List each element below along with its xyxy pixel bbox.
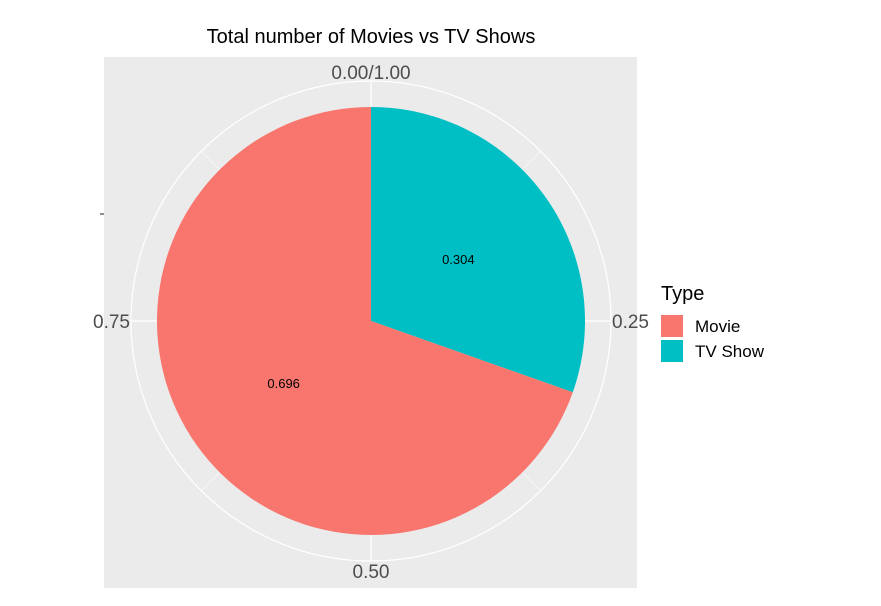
slice-label-tv-show: 0.304 — [442, 252, 475, 267]
legend-title: Type — [661, 283, 704, 305]
legend-label-movie: Movie — [695, 317, 740, 336]
pie-slices — [156, 107, 585, 535]
legend-key-movie — [661, 315, 683, 337]
legend-key-tv-show — [661, 340, 683, 362]
angle-tick-label: 0.25 — [612, 312, 649, 333]
slice-labels: 0.304 0.696 — [267, 252, 474, 391]
legend: Type Movie TV Show — [661, 283, 765, 362]
slice-movie — [156, 107, 573, 535]
chart-title: Total number of Movies vs TV Shows — [207, 26, 536, 48]
angle-tick-label: 0.50 — [353, 562, 390, 583]
slice-tv-show — [371, 107, 585, 393]
angle-tick-label: 0.75 — [93, 312, 130, 333]
legend-label-tv-show: TV Show — [695, 342, 765, 361]
angle-tick-label: 0.00/1.00 — [331, 63, 410, 84]
slice-label-movie: 0.696 — [267, 376, 300, 391]
angle-tick-labels: 0.00/1.00 0.25 0.50 0.75 — [93, 63, 649, 583]
